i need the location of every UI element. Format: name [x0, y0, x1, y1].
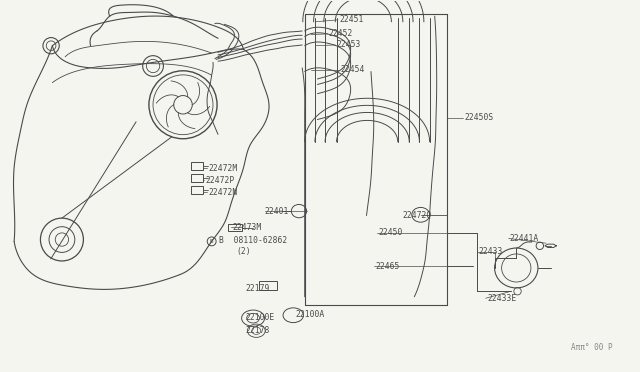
- Text: 22472M: 22472M: [209, 164, 237, 173]
- Text: 22433: 22433: [478, 247, 502, 256]
- Bar: [228, 224, 242, 231]
- Text: 22453: 22453: [337, 41, 361, 49]
- Bar: [259, 281, 277, 290]
- Text: 22178: 22178: [246, 326, 270, 335]
- Text: 22454: 22454: [340, 65, 365, 74]
- Text: Aππ° 00 P: Aππ° 00 P: [572, 343, 613, 352]
- Text: 22465: 22465: [376, 262, 400, 271]
- Text: 22472Q: 22472Q: [403, 211, 432, 220]
- Text: 22450S: 22450S: [464, 113, 493, 122]
- Text: 22433E: 22433E: [487, 294, 516, 303]
- Text: B: B: [210, 239, 213, 244]
- Text: 22472P: 22472P: [205, 176, 234, 185]
- Text: 22100E: 22100E: [246, 312, 275, 321]
- Text: (2): (2): [236, 247, 250, 256]
- Text: 22401: 22401: [264, 206, 289, 216]
- Text: 22100A: 22100A: [296, 310, 325, 319]
- Text: 22451: 22451: [339, 15, 364, 24]
- Text: 22472N: 22472N: [209, 188, 237, 197]
- Text: 22441A: 22441A: [510, 234, 539, 243]
- Text: B  08110-62862: B 08110-62862: [220, 236, 287, 245]
- Text: 22473M: 22473M: [232, 223, 261, 232]
- Bar: [191, 186, 204, 194]
- Text: 22179: 22179: [246, 284, 270, 293]
- Text: 22452: 22452: [329, 29, 353, 38]
- Bar: [191, 162, 204, 170]
- Text: 22450: 22450: [378, 228, 403, 237]
- Bar: [191, 174, 204, 182]
